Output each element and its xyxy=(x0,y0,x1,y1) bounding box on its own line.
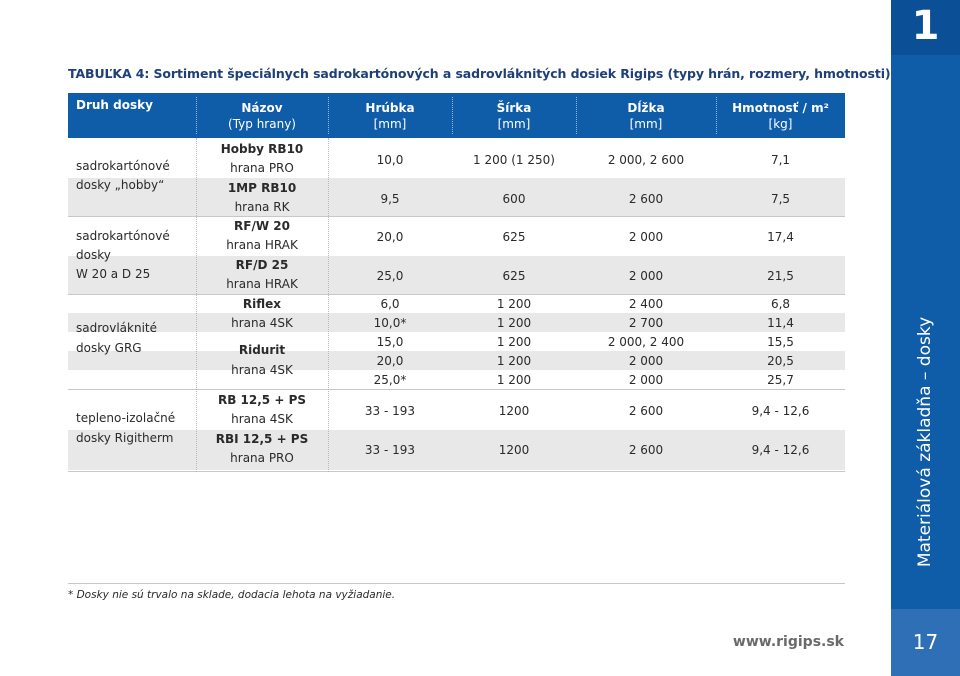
chapter-number: 1 xyxy=(911,3,940,49)
product-hobby-rb10: Hobby RB10 hrana PRO xyxy=(220,142,304,175)
header-sirka: Šírka [mm] xyxy=(496,100,532,131)
header-druh: Druh dosky xyxy=(76,98,153,112)
footnote: * Dosky nie sú trvalo na sklade, dodacia… xyxy=(68,589,396,601)
group-w20-d25: sadrokartónové dosky W 20 a D 25 xyxy=(76,229,170,281)
product-rb125-ps: RB 12,5 + PS hrana 4SK xyxy=(217,393,307,426)
group-hobby: sadrokartónové dosky „hobby“ xyxy=(76,159,170,192)
header-nazov: Názov (Typ hrany) xyxy=(228,100,296,131)
row-band xyxy=(68,313,845,332)
page-title: TABUĽKA 4: Sortiment špeciálnych sadroka… xyxy=(68,66,891,81)
header-hmotnost: Hmotnosť / m² [kg] xyxy=(732,100,829,131)
table-header: Druh dosky Názov (Typ hrany) Hrúbka [mm] Š… xyxy=(68,93,845,138)
row-band xyxy=(68,178,845,216)
product-rfd25: RF/D 25 hrana HRAK xyxy=(226,258,298,291)
footnote-divider xyxy=(68,583,845,584)
chapter-sidebar xyxy=(891,0,960,676)
product-1mp-rb10: 1MP RB10 hrana RK xyxy=(227,181,297,214)
row-band xyxy=(68,351,845,370)
header-dlzka: Dĺžka [mm] xyxy=(627,100,665,131)
section-title: Materiálová základňa – dosky xyxy=(915,316,935,568)
page-number: 17 xyxy=(912,630,939,654)
product-rfw20: RF/W 20 hrana HRAK xyxy=(226,219,298,252)
row-band xyxy=(68,430,845,470)
product-riflex: Riflex hrana 4SK xyxy=(231,297,293,330)
product-rbi125-ps: RBI 12,5 + PS hrana PRO xyxy=(215,432,309,465)
product-ridurit: Ridurit hrana 4SK xyxy=(231,343,293,377)
group-grg: sadrovláknité dosky GRG xyxy=(76,321,157,355)
website-url[interactable]: www.rigips.sk xyxy=(732,634,844,650)
group-rigitherm: tepleno-izolačné dosky Rigitherm xyxy=(76,411,176,445)
row-band xyxy=(68,256,845,294)
page-number-box xyxy=(891,609,960,676)
header-hrubka: Hrúbka [mm] xyxy=(365,100,415,131)
chapter-tab xyxy=(891,0,960,55)
